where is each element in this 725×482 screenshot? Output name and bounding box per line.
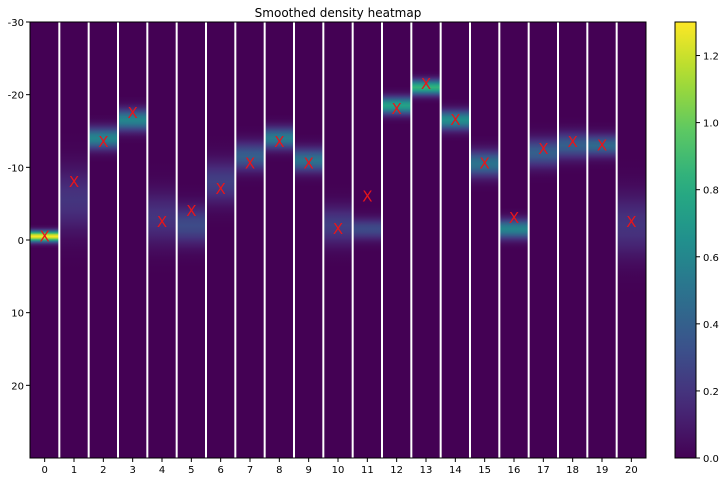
density-cell xyxy=(528,122,558,184)
density-cell xyxy=(616,155,646,296)
x-tick-label: 4 xyxy=(159,465,165,476)
marker-x: X xyxy=(392,100,402,118)
marker-x: X xyxy=(245,155,255,173)
marker-x: X xyxy=(480,155,490,173)
x-tick-label: 3 xyxy=(129,465,135,476)
x-tick-label: 15 xyxy=(478,465,491,476)
density-cell xyxy=(352,205,382,253)
y-tick-label: 10 xyxy=(11,309,24,320)
x-tick-label: 18 xyxy=(566,465,579,476)
colorbar-tick-label: 0.6 xyxy=(703,253,719,264)
marker-x: X xyxy=(626,213,636,231)
x-tick-label: 8 xyxy=(276,465,282,476)
x-tick-label: 17 xyxy=(537,465,550,476)
colorbar: 0.0 0.2 0.4 0.6 0.8 1.0 1.2 xyxy=(674,21,719,465)
density-cell xyxy=(294,134,324,186)
density-cell xyxy=(382,86,412,125)
marker-x: X xyxy=(69,173,79,191)
marker-x: X xyxy=(274,133,284,151)
marker-x: X xyxy=(421,75,431,93)
x-tick-label: 11 xyxy=(361,465,374,476)
colorbar-tick-label: 0.2 xyxy=(703,387,719,398)
density-cell xyxy=(587,122,617,169)
y-tick-label: -20 xyxy=(8,91,24,102)
density-cell xyxy=(235,126,265,187)
x-tick-label: 9 xyxy=(305,465,311,476)
density-cell xyxy=(411,71,441,104)
x-axis: 0 1 2 3 4 5 6 7 8 9 10 11 12 13 14 15 16 17 18 19 20 xyxy=(41,458,638,476)
x-tick-label: 12 xyxy=(390,465,403,476)
marker-x: X xyxy=(362,187,372,205)
marker-x: X xyxy=(128,104,138,122)
y-tick-label: -30 xyxy=(8,18,24,29)
chart-title: Smoothed density heatmap xyxy=(255,6,422,20)
colorbar-tick-label: 0.8 xyxy=(703,186,719,197)
density-cell xyxy=(470,135,500,192)
marker-x: X xyxy=(98,133,108,151)
colorbar-tick-label: 0.0 xyxy=(703,454,719,465)
y-axis: -30 -20 -10 0 10 20 xyxy=(8,18,30,392)
x-tick-label: 20 xyxy=(625,465,638,476)
colorbar-tick-label: 0.4 xyxy=(703,320,719,331)
density-cell xyxy=(499,208,529,251)
density-cell xyxy=(59,130,89,270)
marker-x: X xyxy=(304,155,314,173)
density-cell xyxy=(30,224,60,248)
marker-x: X xyxy=(450,111,460,129)
marker-x: X xyxy=(333,220,343,238)
y-tick-label: 20 xyxy=(11,381,24,392)
marker-x: X xyxy=(509,209,519,227)
marker-x: X xyxy=(216,180,226,198)
density-cell xyxy=(558,117,588,174)
density-cell xyxy=(176,183,206,268)
x-tick-label: 16 xyxy=(508,465,521,476)
marker-x: X xyxy=(568,133,578,151)
heatmap-plot-area: X X X X X X X X X X X X X X X X X X X X X xyxy=(29,21,647,459)
density-cell xyxy=(88,115,118,162)
marker-x: X xyxy=(40,227,50,245)
density-cell xyxy=(147,160,177,277)
y-tick-label: 0 xyxy=(18,236,24,247)
colorbar-tick-label: 1.0 xyxy=(703,119,719,130)
x-tick-label: 2 xyxy=(100,465,106,476)
x-tick-label: 0 xyxy=(41,465,47,476)
marker-x: X xyxy=(597,137,607,155)
x-tick-label: 1 xyxy=(71,465,77,476)
x-tick-label: 14 xyxy=(449,465,462,476)
density-cell xyxy=(206,135,236,229)
marker-x: X xyxy=(186,202,196,220)
density-cell xyxy=(440,99,470,142)
x-tick-label: 13 xyxy=(420,465,433,476)
x-tick-label: 10 xyxy=(332,465,345,476)
x-tick-label: 5 xyxy=(188,465,194,476)
density-cell xyxy=(323,183,353,268)
x-tick-label: 19 xyxy=(596,465,609,476)
x-tick-label: 6 xyxy=(217,465,223,476)
y-tick-label: -10 xyxy=(8,163,24,174)
marker-x: X xyxy=(538,140,548,158)
density-cell xyxy=(118,96,148,144)
colorbar-gradient xyxy=(674,21,697,459)
density-cell xyxy=(264,115,294,162)
colorbar-tick-label: 1.2 xyxy=(703,52,719,63)
x-tick-label: 7 xyxy=(247,465,253,476)
marker-x: X xyxy=(157,213,167,231)
